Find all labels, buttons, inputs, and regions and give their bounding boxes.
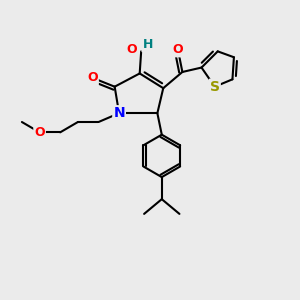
Text: O: O [173,44,183,56]
Text: N: N [113,106,125,120]
Text: O: O [34,126,45,139]
Text: O: O [87,71,98,84]
Text: H: H [142,38,153,51]
Text: S: S [210,80,220,94]
Text: O: O [127,43,137,56]
